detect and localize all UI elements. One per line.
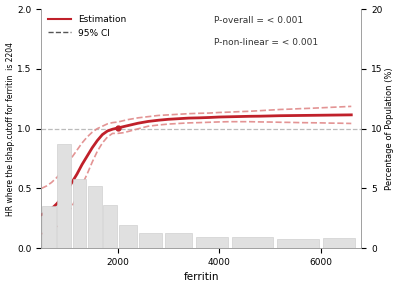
Bar (196, 237, 228, 248)
Bar (165, 233, 192, 248)
X-axis label: ferritin: ferritin (184, 272, 219, 283)
Legend: Estimation, 95% CI: Estimation, 95% CI (45, 12, 130, 41)
Bar (322, 238, 354, 248)
Text: P-overall = < 0.001: P-overall = < 0.001 (214, 16, 303, 25)
Bar (232, 237, 273, 248)
Bar (119, 226, 137, 248)
Bar (73, 179, 86, 248)
Bar (277, 238, 318, 248)
Bar (88, 186, 102, 248)
Bar (58, 144, 71, 248)
Y-axis label: Percentage of Population (%): Percentage of Population (%) (386, 67, 394, 190)
Y-axis label: HR where the lshap.cutoff for ferritin  is 2204: HR where the lshap.cutoff for ferritin i… (6, 41, 14, 216)
Bar (103, 205, 117, 248)
Bar (42, 206, 56, 248)
Text: P-non-linear = < 0.001: P-non-linear = < 0.001 (214, 38, 318, 47)
Bar (139, 233, 162, 248)
